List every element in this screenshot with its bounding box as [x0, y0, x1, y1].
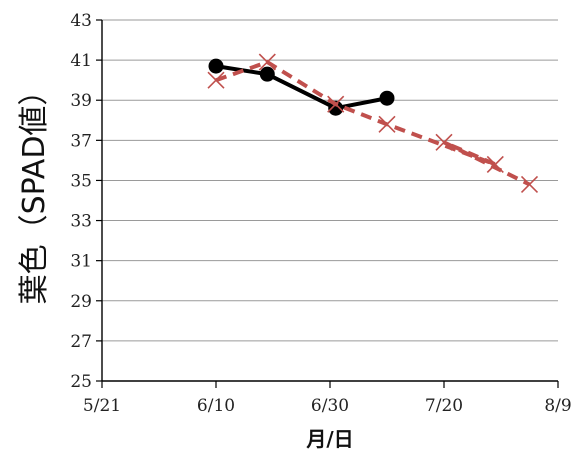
y-tick-label: 27	[70, 332, 92, 352]
data-point-marker	[520, 175, 539, 194]
y-tick-label: 37	[70, 131, 92, 151]
y-tick-label: 29	[70, 292, 92, 312]
data-point-marker	[379, 90, 395, 106]
x-tick-label: 8/9	[544, 396, 571, 416]
gridlines	[102, 19, 558, 342]
series-layer	[207, 53, 539, 194]
data-point-marker	[378, 115, 396, 133]
data-point-marker	[259, 66, 275, 82]
x-tick-label: 7/20	[425, 396, 463, 416]
axes	[96, 19, 559, 388]
tick-labels: 25 27 29 31 33 35 37 39 41 43 5/21 6/10 6/30 7/20 8/9	[70, 11, 571, 416]
y-axis-title: 葉色（SPAD値）	[17, 76, 52, 305]
data-point-marker	[207, 71, 225, 89]
y-tick-label: 25	[70, 372, 92, 392]
y-tick-label: 35	[70, 171, 92, 191]
x-tick-label: 5/21	[83, 396, 121, 416]
y-tick-label: 39	[70, 91, 92, 111]
data-point-marker	[258, 53, 276, 71]
y-tick-label: 33	[70, 212, 92, 232]
data-point-marker	[327, 95, 345, 113]
data-point-marker	[435, 133, 453, 151]
y-tick-label: 31	[70, 252, 92, 272]
y-tick-label: 43	[70, 11, 92, 31]
x-tick-label: 6/30	[311, 396, 349, 416]
series-line-1	[215, 59, 531, 187]
x-axis-title: 月/日	[305, 427, 353, 451]
data-point-marker	[328, 100, 344, 116]
data-point-marker	[486, 155, 504, 173]
data-point-marker	[208, 58, 224, 74]
x-tick-label: 6/10	[197, 396, 235, 416]
y-tick-label: 41	[70, 51, 92, 71]
